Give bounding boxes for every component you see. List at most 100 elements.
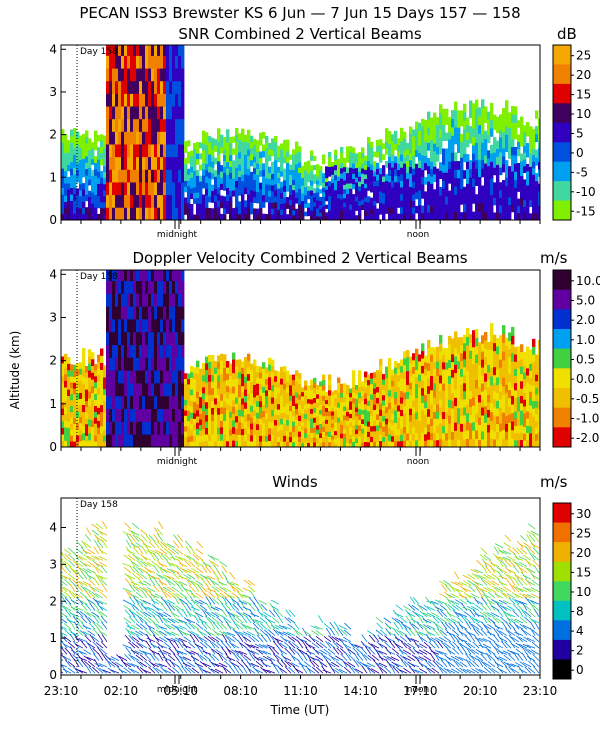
heatmap-cell: [94, 182, 97, 189]
heatmap-cell: [166, 281, 169, 294]
heatmap-cell: [130, 434, 133, 447]
heatmap-cell: [367, 196, 370, 202]
heatmap-cell: [256, 180, 259, 186]
heatmap-cell: [460, 212, 463, 220]
heatmap-cell: [205, 415, 208, 422]
heatmap-cell: [364, 377, 367, 383]
heatmap-cell: [415, 143, 418, 150]
heatmap-cell: [394, 163, 397, 170]
heatmap-cell: [166, 81, 169, 94]
heatmap-cell: [499, 351, 502, 359]
heatmap-cell: [307, 190, 310, 195]
heatmap-cell: [493, 152, 496, 160]
heatmap-cell: [310, 170, 313, 175]
heatmap-cell: [295, 387, 298, 393]
heatmap-cell: [532, 401, 535, 409]
heatmap-cell: [469, 186, 472, 195]
heatmap-cell: [397, 441, 400, 447]
heatmap-cell: [130, 195, 133, 208]
heatmap-cell: [529, 140, 532, 147]
heatmap-cell: [151, 370, 154, 383]
heatmap-cell: [211, 197, 214, 203]
heatmap-cell: [184, 389, 187, 395]
heatmap-cell: [268, 167, 271, 173]
heatmap-cell: [370, 159, 373, 165]
heatmap-cell: [328, 191, 331, 196]
heatmap-cell: [412, 149, 415, 156]
heatmap-cell: [505, 117, 508, 126]
heatmap-cell: [277, 404, 280, 410]
heatmap-cell: [172, 93, 175, 106]
heatmap-cell: [118, 383, 121, 396]
heatmap-cell: [301, 193, 304, 197]
heatmap-cell: [220, 147, 223, 153]
heatmap-cell: [148, 157, 151, 170]
heatmap-cell: [319, 381, 322, 386]
heatmap-cell: [232, 379, 235, 386]
heatmap-cell: [409, 153, 412, 160]
heatmap-cell: [382, 143, 385, 149]
heatmap-cell: [157, 182, 160, 195]
heatmap-cell: [370, 142, 373, 148]
heatmap-cell: [511, 122, 514, 131]
heatmap-cell: [439, 407, 442, 415]
heatmap-cell: [346, 173, 349, 179]
wind-barb: [72, 579, 79, 585]
heatmap-cell: [484, 212, 487, 221]
heatmap-cell: [526, 213, 529, 220]
heatmap-cell: [67, 177, 70, 184]
heatmap-cell: [316, 204, 319, 208]
heatmap-cell: [409, 402, 412, 409]
heatmap-cell: [367, 411, 370, 417]
heatmap-cell: [502, 164, 505, 172]
heatmap-cell: [157, 93, 160, 106]
heatmap-cell: [307, 394, 310, 399]
heatmap-cell: [478, 125, 481, 134]
heatmap-cell: [235, 378, 238, 385]
heatmap-cell: [145, 281, 148, 294]
heatmap-cell: [130, 182, 133, 195]
heatmap-cell: [121, 106, 124, 119]
heatmap-cell: [442, 149, 445, 157]
heatmap-cell: [277, 382, 280, 388]
heatmap-cell: [379, 145, 382, 151]
heatmap-cell: [337, 207, 340, 212]
heatmap-cell: [139, 81, 142, 94]
heatmap-cell: [100, 183, 103, 190]
heatmap-cell: [346, 204, 349, 210]
heatmap-cell: [514, 147, 517, 156]
heatmap-cell: [403, 138, 406, 145]
heatmap-cell: [70, 364, 73, 370]
heatmap-cell: [397, 176, 400, 183]
wind-barb: [57, 629, 63, 636]
heatmap-cell: [163, 169, 166, 182]
heatmap-cell: [124, 157, 127, 170]
heatmap-cell: [106, 293, 109, 306]
heatmap-cell: [478, 151, 481, 160]
heatmap-cell: [505, 126, 508, 135]
heatmap-cell: [298, 178, 301, 184]
heatmap-cell: [355, 196, 358, 201]
heatmap-cell: [523, 193, 526, 200]
heatmap-cell: [388, 409, 391, 416]
heatmap-cell: [391, 194, 394, 201]
heatmap-cell: [292, 390, 295, 396]
heatmap-cell: [367, 437, 370, 443]
heatmap-cell: [430, 161, 433, 169]
heatmap-cell: [157, 106, 160, 119]
heatmap-cell: [448, 431, 451, 439]
heatmap-cell: [412, 201, 415, 208]
heatmap-cell: [166, 319, 169, 332]
heatmap-cell: [253, 191, 256, 197]
heatmap-cell: [256, 424, 259, 430]
heatmap-cell: [130, 56, 133, 69]
heatmap-cell: [241, 441, 244, 448]
heatmap-cell: [118, 370, 121, 383]
heatmap-cell: [379, 180, 382, 186]
heatmap-cell: [61, 168, 64, 175]
heatmap-cell: [133, 207, 136, 220]
heatmap-cell: [121, 169, 124, 182]
heatmap-cell: [463, 407, 466, 415]
snr-panel: SNR Combined 2 Vertical Beams dB 01234mi…: [49, 25, 595, 240]
heatmap-cell: [496, 424, 499, 432]
